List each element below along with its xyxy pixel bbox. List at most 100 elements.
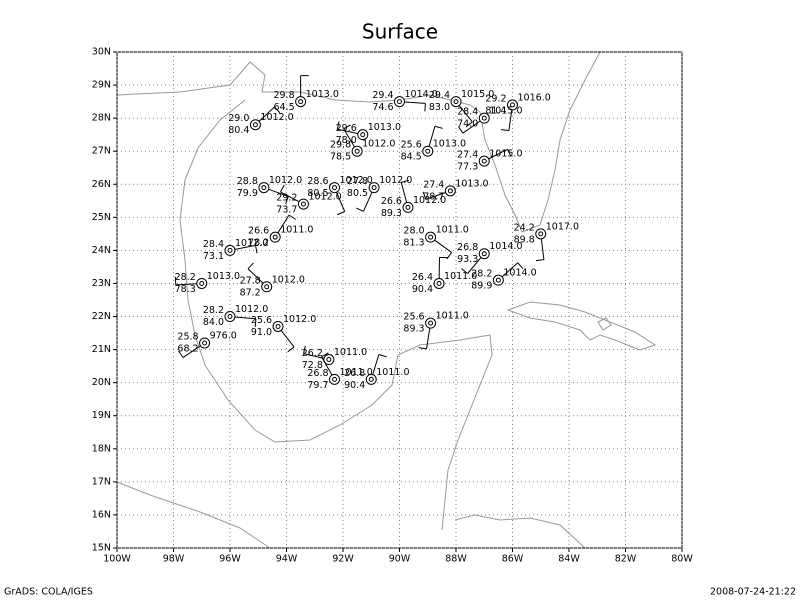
lon-tick-label: 98W bbox=[163, 554, 185, 565]
wind-barb-feather bbox=[336, 121, 340, 130]
station-ring bbox=[402, 201, 414, 213]
lat-tick-label: 15N bbox=[92, 543, 111, 554]
station-pressure: 1011.0 bbox=[376, 367, 409, 378]
station-dot bbox=[495, 277, 501, 283]
station-dot bbox=[300, 201, 306, 207]
station-temp: 26.8 bbox=[344, 368, 365, 379]
station-dew: 77.3 bbox=[457, 162, 478, 173]
station-pressure: 1012.0 bbox=[283, 314, 316, 325]
station-ring bbox=[422, 145, 434, 157]
lat-tick-label: 24N bbox=[92, 245, 111, 256]
wind-barb-feather bbox=[506, 149, 512, 157]
station-pressure: 1012.0 bbox=[235, 304, 268, 315]
pacific-coast bbox=[116, 481, 271, 549]
lon-tick-label: 82W bbox=[615, 554, 637, 565]
station-ring bbox=[196, 277, 208, 289]
station-dew: 93.3 bbox=[457, 254, 478, 265]
lat-tick-label: 16N bbox=[92, 509, 111, 520]
footer-left: GrADS: COLA/IGES bbox=[4, 587, 93, 598]
station-temp: 28.4 bbox=[203, 239, 224, 250]
station-temp: 28.2 bbox=[175, 272, 196, 283]
station-dew: 74.0 bbox=[457, 119, 478, 130]
station-temp: 27.8 bbox=[240, 275, 261, 286]
station-temp: 26.6 bbox=[381, 196, 402, 207]
station-ring bbox=[329, 373, 341, 385]
station-dew: 89.3 bbox=[403, 324, 424, 335]
station-pressure: 1011.0 bbox=[340, 367, 373, 378]
station-ring bbox=[272, 320, 284, 332]
station-dot bbox=[227, 314, 233, 320]
station-dot bbox=[261, 185, 267, 191]
station-ring bbox=[261, 281, 273, 293]
station-dew: 89.9 bbox=[471, 281, 492, 292]
station-dew: 89.3 bbox=[381, 208, 402, 219]
station-temp: 29.4 bbox=[372, 90, 393, 101]
station-temp: 28.2 bbox=[471, 269, 492, 280]
station-dew: 78.3 bbox=[175, 284, 196, 295]
station-temp: 29.4 bbox=[429, 90, 450, 101]
station-dot bbox=[481, 158, 487, 164]
station-dot bbox=[354, 148, 360, 154]
wind-barb-feather bbox=[247, 262, 254, 270]
station-ring bbox=[249, 119, 261, 131]
station-temp: 27.4 bbox=[423, 179, 444, 190]
station-dot bbox=[360, 132, 366, 138]
station-dot bbox=[538, 231, 544, 237]
texas-mexico-coast bbox=[179, 99, 493, 531]
station-temp: 24.2 bbox=[514, 222, 535, 233]
station-dot bbox=[405, 204, 411, 210]
station-pressure: 1012.0 bbox=[413, 195, 446, 206]
station-ring bbox=[224, 311, 236, 323]
station-dew: 78.5 bbox=[330, 152, 351, 163]
station-temp: 26.8 bbox=[307, 368, 328, 379]
station-dot bbox=[275, 323, 281, 329]
station-ring bbox=[425, 231, 437, 243]
station-ring bbox=[224, 244, 236, 256]
station-pressure: 1013.0 bbox=[433, 139, 466, 150]
station-dew: 81.3 bbox=[403, 238, 424, 249]
station-dew: 87.2 bbox=[240, 287, 261, 298]
station-dot bbox=[436, 280, 442, 286]
station-dot bbox=[264, 284, 270, 290]
station-temp: 29.6 bbox=[336, 123, 357, 134]
station-dot bbox=[332, 185, 338, 191]
lat-tick-label: 30N bbox=[92, 47, 111, 58]
station-ring bbox=[450, 96, 462, 108]
wind-barb-feather bbox=[343, 124, 351, 130]
station-dew: 80.5 bbox=[347, 188, 368, 199]
station-dew: 73.1 bbox=[203, 251, 224, 262]
wind-barb-feather bbox=[500, 129, 509, 132]
station-pressure: 1015.0 bbox=[461, 89, 494, 100]
lat-tick-label: 18N bbox=[92, 443, 111, 454]
lat-tick-label: 27N bbox=[92, 146, 111, 157]
station-pressure: 1014.0 bbox=[405, 89, 438, 100]
footer-right: 2008-07-24-21:22 bbox=[710, 587, 796, 598]
station-dew: 74.6 bbox=[372, 102, 393, 113]
station-temp: 27.8 bbox=[347, 176, 368, 187]
station-dew: 83.0 bbox=[429, 102, 450, 113]
station-pressure: 1015.0 bbox=[489, 106, 522, 117]
station-pressure: 1011.0 bbox=[436, 225, 469, 236]
station-dot bbox=[298, 99, 304, 105]
lon-tick-label: 94W bbox=[276, 554, 298, 565]
wind-barb-feather bbox=[461, 268, 468, 275]
station-temp: 29.8 bbox=[330, 140, 351, 151]
lon-tick-label: 88W bbox=[445, 554, 467, 565]
wind-barb-feather bbox=[178, 350, 184, 358]
station-dew: 73.7 bbox=[276, 205, 297, 216]
station-pressure: 1013.0 bbox=[306, 89, 339, 100]
lon-tick-label: 86W bbox=[502, 554, 524, 565]
station-dew: 79.9 bbox=[237, 188, 258, 199]
wind-barb-feather bbox=[457, 126, 464, 134]
coastlines bbox=[116, 51, 657, 549]
wind-barb-feather bbox=[378, 354, 387, 358]
station-dew: 91.0 bbox=[251, 327, 272, 338]
station-ring bbox=[258, 182, 270, 194]
gulf-coast bbox=[116, 51, 601, 233]
station-ring bbox=[425, 317, 437, 329]
station-ring bbox=[394, 96, 405, 108]
station-ring bbox=[269, 231, 281, 243]
station-pressure: 976.0 bbox=[210, 330, 237, 341]
station-pressure: 1012.0 bbox=[308, 192, 341, 203]
lon-tick-label: 100W bbox=[103, 554, 131, 565]
